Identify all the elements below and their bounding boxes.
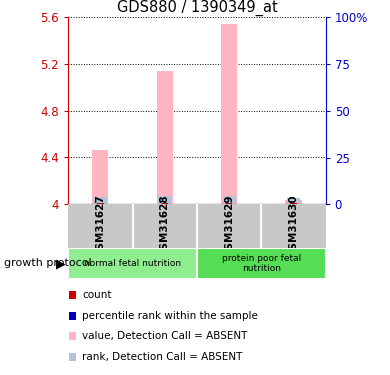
Bar	[221, 24, 237, 204]
Text: ▶: ▶	[56, 257, 65, 270]
Text: rank, Detection Call = ABSENT: rank, Detection Call = ABSENT	[82, 352, 242, 362]
Bar	[223, 196, 236, 204]
Text: GSM31627: GSM31627	[96, 195, 105, 257]
Bar	[68, 248, 197, 279]
Text: GSM31630: GSM31630	[289, 195, 298, 257]
Text: GSM31629: GSM31629	[224, 195, 234, 257]
Bar	[285, 200, 301, 204]
Text: percentile rank within the sample: percentile rank within the sample	[82, 311, 258, 321]
Bar	[94, 197, 107, 204]
Bar	[92, 150, 108, 204]
Text: normal fetal nutrition: normal fetal nutrition	[84, 259, 181, 268]
Bar	[287, 198, 300, 204]
Title: GDS880 / 1390349_at: GDS880 / 1390349_at	[117, 0, 277, 15]
Text: growth protocol: growth protocol	[4, 258, 92, 268]
Bar	[197, 248, 326, 279]
Bar	[226, 202, 232, 204]
Bar	[157, 71, 173, 204]
Bar	[161, 203, 168, 204]
Bar	[97, 203, 104, 204]
Text: value, Detection Call = ABSENT: value, Detection Call = ABSENT	[82, 332, 247, 341]
Bar	[158, 196, 171, 204]
Text: protein poor fetal
nutrition: protein poor fetal nutrition	[222, 254, 301, 273]
Bar	[290, 203, 297, 204]
Text: count: count	[82, 290, 112, 300]
Text: GSM31628: GSM31628	[160, 195, 170, 257]
